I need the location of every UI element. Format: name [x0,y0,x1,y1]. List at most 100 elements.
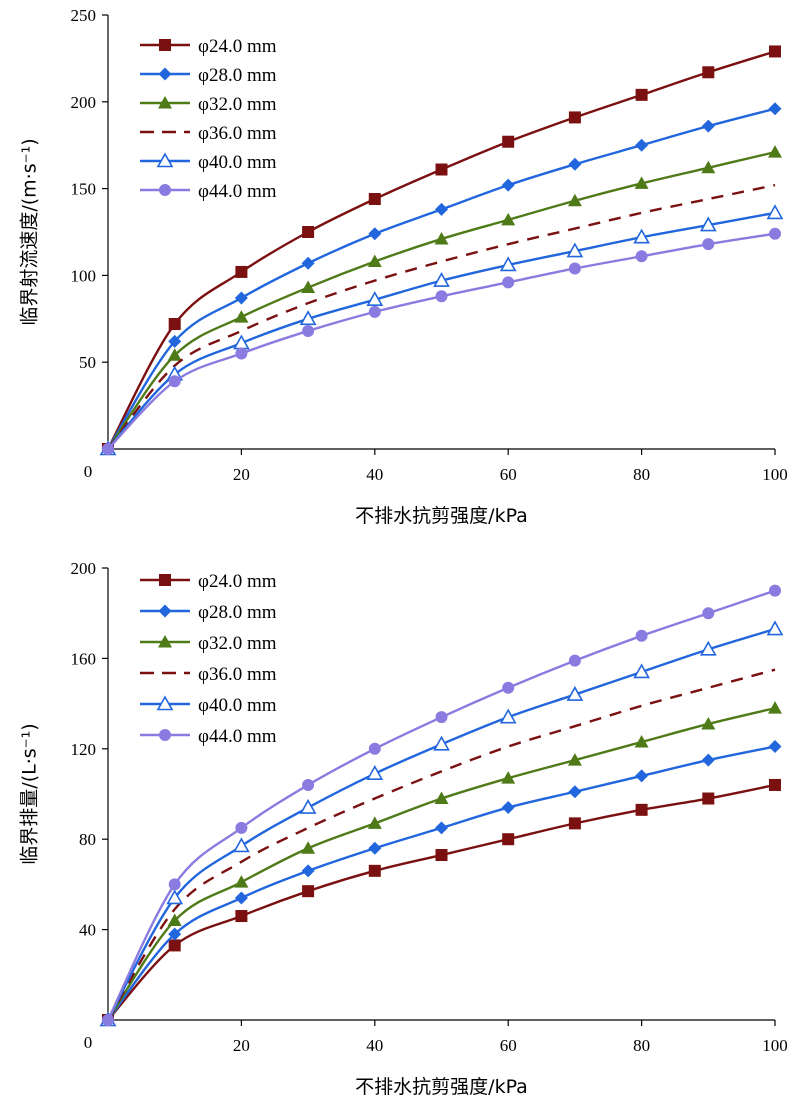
data-point [768,145,782,158]
data-point [501,212,516,226]
data-point [702,792,715,805]
data-point [366,291,384,307]
legend-item: φ32.0 mm [140,633,277,654]
data-point [299,798,317,814]
y-tick-label: 200 [71,559,97,578]
data-point [634,176,649,189]
data-point [501,178,515,192]
legend-item: φ28.0 mm [140,602,277,623]
data-point [234,875,249,888]
series-6 [102,227,781,455]
series-3 [101,145,782,455]
data-point [501,801,515,815]
x-tick-label: 40 [366,1036,383,1055]
legend-item: φ40.0 mm [140,695,277,716]
data-point [499,256,517,272]
data-point [633,663,650,679]
data-point [635,629,648,642]
series-1 [102,778,781,1026]
legend-marker [159,729,171,741]
data-point [502,276,515,289]
data-point [502,681,515,694]
legend: φ24.0 mm φ28.0 mm φ32.0 mm φ36.0 mm φ40.0 mm… [140,571,277,747]
data-point [635,250,648,263]
data-point [234,291,248,305]
data-point [434,231,449,245]
data-point [435,202,448,216]
y-tick-label: 150 [71,180,97,199]
y-tick-label: 40 [79,921,96,940]
series-4 [106,668,776,1021]
data-point [102,443,114,455]
origin-label: 0 [84,462,93,481]
legend-marker [156,152,174,168]
y-axis-label: 临界排量/(L·s⁻¹) [19,723,41,864]
plot-area [99,45,784,456]
x-tick-label: 80 [633,1036,650,1055]
y-tick-label: 100 [71,266,97,285]
data-point [568,785,582,799]
data-point [699,640,717,656]
legend-label: φ28.0 mm [198,65,277,86]
legend-item: φ44.0 mm [140,726,277,747]
series-6 [102,584,781,1026]
y-tick-label: 80 [79,830,96,849]
data-point [235,265,248,278]
data-point [168,318,181,331]
data-point [699,216,717,232]
y-tick-label: 120 [71,740,97,759]
legend-label: φ40.0 mm [198,695,277,716]
data-point [701,753,715,767]
data-point [166,889,184,905]
legend-item: φ32.0 mm [140,94,277,115]
data-point [633,228,650,244]
data-point [168,375,181,388]
x-tick-label: 20 [233,1036,250,1055]
legend-item: φ36.0 mm [140,123,277,144]
series-line [107,232,776,450]
legend-marker [158,67,172,81]
data-point [434,791,449,805]
x-tick-label: 40 [366,465,383,484]
x-tick-label: 80 [633,465,650,484]
data-point [701,119,715,133]
legend-marker [159,574,171,586]
data-point [367,816,382,829]
data-point [234,891,248,905]
data-point [566,242,584,258]
legend-label: φ32.0 mm [198,94,277,115]
legend-marker [159,39,171,51]
data-point [368,742,381,755]
legend-label: φ44.0 mm [198,726,277,747]
data-point [167,348,182,361]
data-point [566,685,584,701]
legend-item: φ24.0 mm [140,36,277,57]
data-point [433,271,450,287]
data-point [635,803,648,816]
data-point [568,262,581,275]
data-point [435,849,448,862]
legend-marker [158,635,172,648]
data-point [299,310,317,326]
series-5 [99,620,784,1027]
y-tick-label: 160 [71,649,97,668]
series-line [106,107,776,450]
legend-label: φ36.0 mm [198,123,277,144]
legend-marker [156,695,174,711]
y-tick-label: 250 [71,6,97,25]
legend-label: φ32.0 mm [198,633,277,654]
plot-area [99,584,784,1027]
legend-marker [158,604,172,618]
data-point [302,324,315,337]
series-line [106,50,776,450]
data-point [368,227,382,241]
series-3 [101,701,782,1026]
data-point [502,135,515,148]
axes: 20 40 60 80 100 0 50 100 150 200 250 [71,6,788,484]
legend-label: φ36.0 mm [198,664,277,685]
data-point [769,227,781,240]
series-line [107,706,776,1021]
series-5 [99,204,784,456]
data-point [302,885,315,898]
